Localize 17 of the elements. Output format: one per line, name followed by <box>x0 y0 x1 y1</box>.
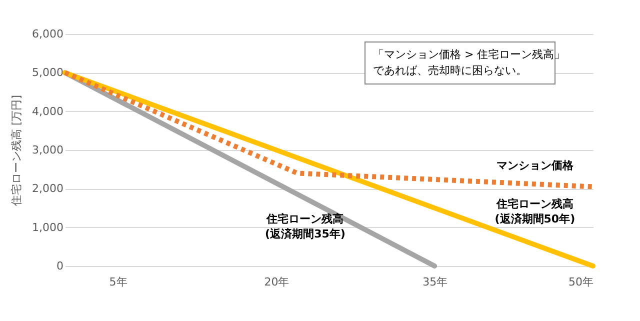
x-tick-label: 5年 <box>109 276 128 288</box>
y-tick-label: 2,000 <box>32 182 64 196</box>
x-tick-label: 50年 <box>568 276 594 288</box>
series-label: 住宅ローン残高 (返済期間50年) <box>494 198 576 226</box>
x-tick-label: 20年 <box>264 276 290 288</box>
y-tick-label: 5,000 <box>32 66 64 80</box>
annotation: 「マンション価格 > 住宅ローン残高」 <box>373 48 566 61</box>
x-tick-label: 35年 <box>422 276 448 288</box>
y-tick-label: 3,000 <box>32 144 64 156</box>
series-label: マンション価格 <box>496 159 574 172</box>
y-tick-label: 4,000 <box>32 104 64 118</box>
y-axis-title: 住宅ローン残高 [万円] <box>10 94 24 206</box>
y-tick-label: 6,000 <box>32 28 64 40</box>
y-tick-label: 0 <box>56 260 64 272</box>
y-tick-label: 1,000 <box>32 220 64 234</box>
annotation: であれば、売却時に困らない。 <box>373 64 527 77</box>
series-label: 住宅ローン残高 (返済期間35年) <box>265 212 346 241</box>
